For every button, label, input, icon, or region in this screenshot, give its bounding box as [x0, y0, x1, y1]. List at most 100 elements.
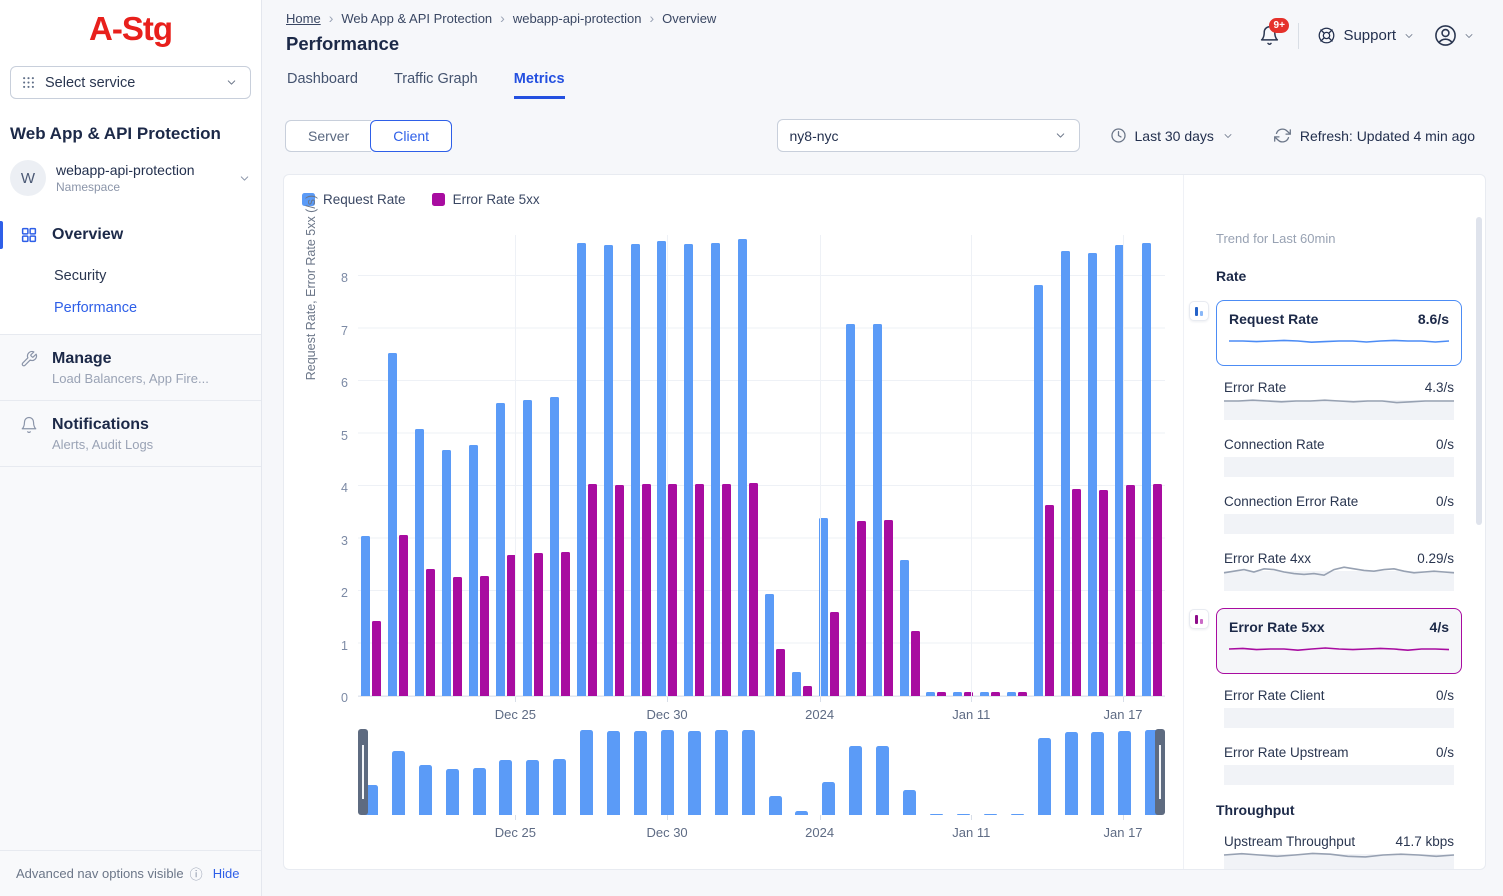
- grid-dots-icon: [21, 75, 36, 90]
- bar-group[interactable]: [1111, 235, 1138, 696]
- bar-group[interactable]: [869, 235, 896, 696]
- minimap-bar: [526, 760, 539, 815]
- info-icon: ⓘ: [190, 864, 203, 883]
- bar-group[interactable]: [896, 235, 923, 696]
- minimap-slot: [385, 729, 412, 815]
- x-axis-labels: Dec 25Dec 302024Jan 11Jan 17: [358, 697, 1165, 725]
- sidebar-item-security[interactable]: Security: [54, 268, 261, 284]
- brush-handle-right[interactable]: [1155, 729, 1165, 815]
- notifications-button[interactable]: 9+: [1259, 25, 1280, 46]
- y-tick-label: 2: [324, 586, 348, 600]
- minimap-bar: [769, 796, 782, 815]
- bar-group[interactable]: [1004, 235, 1031, 696]
- bar-group[interactable]: [923, 235, 950, 696]
- minimap-slot: [519, 729, 546, 815]
- select-service-dropdown[interactable]: Select service: [10, 66, 251, 99]
- sidebar-item-manage[interactable]: Manage Load Balancers, App Fire...: [0, 334, 261, 400]
- request-rate-bar: [711, 243, 720, 696]
- namespace-selector[interactable]: W webapp-api-protection Namespace: [10, 160, 251, 196]
- bar-group[interactable]: [681, 235, 708, 696]
- bar-group[interactable]: [1031, 235, 1058, 696]
- bar-group[interactable]: [466, 235, 493, 696]
- sidebar-item-performance[interactable]: Performance: [54, 300, 261, 316]
- bar-group[interactable]: [950, 235, 977, 696]
- tab-metrics[interactable]: Metrics: [514, 71, 565, 99]
- bar-group[interactable]: [1084, 235, 1111, 696]
- minimap-slot: [923, 729, 950, 815]
- bar-group[interactable]: [977, 235, 1004, 696]
- error-rate-5xx-bar: [588, 484, 597, 696]
- breadcrumb-overview[interactable]: Overview: [662, 11, 716, 26]
- sidebar-item-label: Overview: [52, 226, 123, 244]
- client-toggle-button[interactable]: Client: [370, 120, 452, 152]
- bar-group[interactable]: [546, 235, 573, 696]
- bar-group[interactable]: [842, 235, 869, 696]
- bar-group[interactable]: [439, 235, 466, 696]
- sidebar-item-overview[interactable]: Overview: [0, 218, 261, 252]
- sidebar-item-notifications[interactable]: Notifications Alerts, Audit Logs: [0, 400, 261, 466]
- bar-group[interactable]: [1058, 235, 1085, 696]
- sidebar-item-subtitle: Load Balancers, App Fire...: [52, 371, 245, 386]
- request-rate-bar: [550, 397, 559, 696]
- bar-group[interactable]: [358, 235, 385, 696]
- site-selector-dropdown[interactable]: ny8-nyc: [777, 119, 1080, 152]
- refresh-button[interactable]: Refresh: Updated 4 min ago: [1274, 127, 1475, 144]
- metric-row[interactable]: Error Rate Client0/s: [1224, 688, 1454, 728]
- time-range-dropdown[interactable]: Last 30 days: [1110, 127, 1234, 144]
- trend-section-title: Rate: [1216, 268, 1463, 284]
- bar-group[interactable]: [762, 235, 789, 696]
- brand-logo: A-Stg: [0, 0, 261, 58]
- server-toggle-button[interactable]: Server: [285, 120, 371, 152]
- metric-row[interactable]: Connection Rate0/s: [1224, 437, 1454, 477]
- request-rate-bar: [1034, 285, 1043, 696]
- tab-traffic-graph[interactable]: Traffic Graph: [394, 71, 478, 99]
- metric-row[interactable]: Connection Error Rate0/s: [1224, 494, 1454, 534]
- support-menu[interactable]: Support: [1317, 26, 1415, 45]
- error-rate-5xx-bar: [1072, 489, 1081, 696]
- sidebar-item-subtitle: Alerts, Audit Logs: [52, 437, 245, 452]
- legend-item-error-rate-5xx[interactable]: Error Rate 5xx: [432, 192, 540, 207]
- breadcrumb-namespace[interactable]: webapp-api-protection: [513, 11, 642, 26]
- error-rate-5xx-bar: [1099, 490, 1108, 696]
- bar-group[interactable]: [627, 235, 654, 696]
- minimap-slot: [869, 729, 896, 815]
- bar-group[interactable]: [412, 235, 439, 696]
- breadcrumb-home[interactable]: Home: [286, 11, 321, 26]
- bar-group[interactable]: [1138, 235, 1165, 696]
- error-rate-5xx-bar: [884, 520, 893, 696]
- breadcrumb-service[interactable]: Web App & API Protection: [341, 11, 492, 26]
- minimap-bars: [358, 729, 1165, 815]
- support-label: Support: [1343, 27, 1396, 44]
- minimap-bar: [822, 782, 835, 815]
- metric-row[interactable]: Error Rate4.3/s: [1224, 380, 1454, 420]
- metric-trend-band: [1224, 400, 1454, 420]
- bar-group[interactable]: [385, 235, 412, 696]
- bar-group[interactable]: [735, 235, 762, 696]
- hide-link[interactable]: Hide: [213, 866, 240, 881]
- bar-group[interactable]: [600, 235, 627, 696]
- minimap-slot: [762, 729, 789, 815]
- tab-dashboard[interactable]: Dashboard: [287, 71, 358, 99]
- metric-row[interactable]: Upstream Throughput41.7 kbps: [1224, 834, 1454, 870]
- trend-section-title: Throughput: [1216, 802, 1463, 818]
- bar-group[interactable]: [519, 235, 546, 696]
- error-rate-5xx-bar: [561, 552, 570, 696]
- metric-row[interactable]: Error Rate Upstream0/s: [1224, 745, 1454, 785]
- metric-sparkline: [1224, 847, 1454, 863]
- topbar: Home › Web App & API Protection › webapp…: [262, 0, 1503, 55]
- metric-value: 0/s: [1436, 745, 1454, 760]
- vertical-gridline: [515, 235, 516, 696]
- scrollbar-thumb[interactable]: [1476, 217, 1482, 525]
- brush-handle-left[interactable]: [358, 729, 368, 815]
- metric-trend-band: [1224, 514, 1454, 534]
- metric-label: Error Rate Client: [1224, 688, 1325, 703]
- user-menu[interactable]: [1433, 23, 1475, 48]
- request-rate-bar: [657, 241, 666, 696]
- bar-group[interactable]: [708, 235, 735, 696]
- metric-card-selected[interactable]: Request Rate8.6/s: [1216, 300, 1462, 366]
- metric-row[interactable]: Error Rate 4xx0.29/s: [1224, 551, 1454, 591]
- metric-card-selected[interactable]: Error Rate 5xx4/s: [1216, 608, 1462, 674]
- bar-group[interactable]: [789, 235, 816, 696]
- request-rate-bar: [980, 692, 989, 696]
- bar-group[interactable]: [573, 235, 600, 696]
